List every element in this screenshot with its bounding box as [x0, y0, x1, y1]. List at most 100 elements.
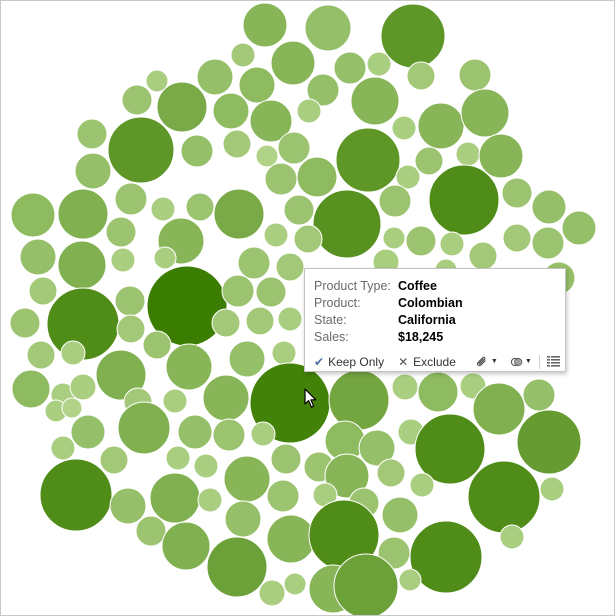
bubble-mark[interactable]: [99, 445, 129, 475]
bubble-mark[interactable]: [283, 194, 315, 226]
bubble-mark[interactable]: [193, 453, 219, 479]
bubble-mark[interactable]: [455, 141, 481, 167]
bubble-mark[interactable]: [162, 388, 188, 414]
bubble-mark[interactable]: [391, 373, 419, 401]
bubble-mark[interactable]: [57, 188, 109, 240]
bubble-mark[interactable]: [270, 40, 316, 86]
bubble-mark[interactable]: [376, 458, 406, 488]
bubble-mark[interactable]: [312, 189, 382, 259]
bubble-mark[interactable]: [263, 222, 289, 248]
bubble-mark[interactable]: [255, 276, 287, 308]
bubble-mark[interactable]: [107, 116, 175, 184]
bubble-mark[interactable]: [76, 118, 108, 150]
bubble-mark[interactable]: [522, 378, 556, 412]
bubble-mark[interactable]: [145, 69, 169, 93]
bubble-mark[interactable]: [110, 247, 136, 273]
bubble-mark[interactable]: [222, 129, 252, 159]
bubble-mark[interactable]: [150, 196, 176, 222]
bubble-mark[interactable]: [249, 99, 293, 143]
bubble-mark[interactable]: [165, 343, 213, 391]
bubble-mark[interactable]: [213, 188, 265, 240]
bubble-mark[interactable]: [121, 84, 153, 116]
bubble-mark[interactable]: [95, 349, 147, 401]
keep-only-button[interactable]: ✔ Keep Only: [311, 352, 387, 371]
bubble-mark[interactable]: [223, 455, 271, 503]
bubble-mark[interactable]: [114, 285, 146, 317]
bubble-mark[interactable]: [69, 373, 97, 401]
bubble-mark[interactable]: [165, 445, 191, 471]
bubble-mark[interactable]: [391, 115, 417, 141]
bubble-mark[interactable]: [10, 192, 56, 238]
bubble-mark[interactable]: [224, 500, 262, 538]
bubble-mark[interactable]: [109, 487, 147, 525]
exclude-button[interactable]: ✕ Exclude: [395, 352, 459, 371]
bubble-mark[interactable]: [117, 401, 171, 455]
bubble-mark[interactable]: [304, 4, 352, 52]
bubble-mark[interactable]: [266, 514, 316, 564]
bubble-mark[interactable]: [333, 553, 399, 615]
bubble-mark[interactable]: [333, 51, 367, 85]
bubble-mark[interactable]: [296, 98, 322, 124]
bubble-mark[interactable]: [467, 460, 541, 534]
bubble-mark[interactable]: [501, 177, 533, 209]
bubble-mark[interactable]: [9, 307, 41, 339]
bubble-mark[interactable]: [26, 340, 56, 370]
bubble-mark[interactable]: [366, 51, 392, 77]
bubble-mark[interactable]: [409, 472, 435, 498]
bubble-mark[interactable]: [277, 131, 311, 165]
bubble-mark[interactable]: [293, 224, 323, 254]
bubble-mark[interactable]: [409, 520, 483, 594]
bubble-mark[interactable]: [156, 81, 208, 133]
bubble-mark[interactable]: [381, 496, 419, 534]
bubble-mark[interactable]: [211, 308, 241, 338]
bubble-mark[interactable]: [478, 133, 524, 179]
bubble-mark[interactable]: [149, 472, 201, 524]
bubble-mark[interactable]: [531, 226, 565, 260]
bubble-mark[interactable]: [60, 340, 86, 366]
bubble-mark[interactable]: [228, 340, 266, 378]
group-members-button[interactable]: ▼: [473, 352, 501, 371]
bubble-mark[interactable]: [324, 453, 370, 499]
bubble-mark[interactable]: [531, 189, 567, 225]
bubble-mark[interactable]: [74, 152, 112, 190]
bubble-mark[interactable]: [197, 487, 223, 513]
bubble-mark[interactable]: [135, 515, 167, 547]
bubble-mark[interactable]: [255, 144, 279, 168]
bubble-mark[interactable]: [180, 134, 214, 168]
bubble-mark[interactable]: [458, 58, 492, 92]
bubble-mark[interactable]: [114, 182, 148, 216]
bubble-mark[interactable]: [378, 184, 412, 218]
bubble-mark[interactable]: [428, 164, 500, 236]
bubble-mark[interactable]: [212, 92, 250, 130]
bubble-mark[interactable]: [105, 216, 137, 248]
bubble-mark[interactable]: [516, 409, 582, 475]
bubble-mark[interactable]: [177, 414, 213, 450]
bubble-mark[interactable]: [439, 231, 465, 257]
bubble-mark[interactable]: [296, 156, 338, 198]
bubble-mark[interactable]: [468, 241, 498, 271]
bubble-mark[interactable]: [242, 2, 288, 48]
create-set-button[interactable]: ▼: [507, 352, 535, 371]
bubble-mark[interactable]: [258, 579, 286, 607]
bubble-mark[interactable]: [185, 192, 215, 222]
bubble-mark[interactable]: [502, 223, 532, 253]
bubble-mark[interactable]: [70, 414, 106, 450]
bubble-mark[interactable]: [417, 102, 465, 150]
view-data-button[interactable]: [544, 352, 563, 371]
bubble-mark[interactable]: [283, 572, 307, 596]
bubble-mark[interactable]: [238, 66, 276, 104]
bubble-mark[interactable]: [39, 458, 113, 532]
bubble-mark[interactable]: [561, 210, 597, 246]
bubble-mark[interactable]: [212, 418, 246, 452]
bubble-mark[interactable]: [50, 435, 76, 461]
bubble-mark[interactable]: [414, 146, 444, 176]
bubble-mark[interactable]: [19, 238, 57, 276]
bubble-mark[interactable]: [335, 127, 401, 193]
bubble-mark[interactable]: [57, 240, 107, 290]
bubble-mark[interactable]: [499, 524, 525, 550]
bubble-mark[interactable]: [206, 536, 268, 598]
bubble-mark[interactable]: [196, 58, 234, 96]
bubble-mark[interactable]: [28, 276, 58, 306]
bubble-mark[interactable]: [271, 340, 297, 366]
bubble-mark[interactable]: [398, 568, 422, 592]
